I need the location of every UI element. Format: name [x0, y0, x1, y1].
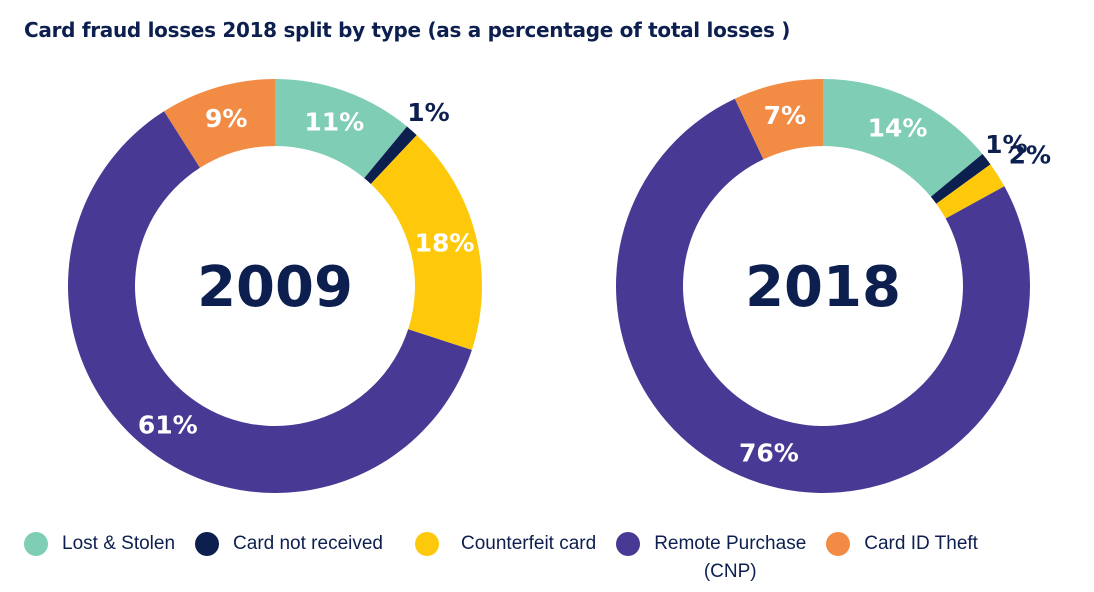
- data-label: 7%: [764, 101, 806, 130]
- data-label: 18%: [415, 228, 475, 257]
- legend-item-counterfeit: Counterfeit card: [415, 532, 596, 586]
- donut-slice: [364, 126, 417, 184]
- legend-swatch: [415, 532, 439, 556]
- center-year-label: 2009: [197, 255, 353, 320]
- legend-label: Lost & Stolen: [62, 533, 176, 554]
- data-label: 14%: [868, 114, 928, 143]
- donut-slice: [275, 79, 407, 179]
- donut-slice: [164, 79, 275, 168]
- legend-swatch: [195, 532, 220, 556]
- legend-item-lost-stolen: Lost & Stolen: [24, 532, 175, 586]
- data-label: 1%: [985, 130, 1027, 159]
- data-label: 9%: [205, 104, 247, 133]
- donut-slice: [616, 98, 1030, 493]
- data-label: 61%: [138, 410, 198, 439]
- legend-label: Card ID Theft: [864, 533, 978, 554]
- legend-swatch: [24, 532, 48, 556]
- data-label: 2%: [1009, 141, 1051, 170]
- legend-label: Card not received: [233, 533, 383, 554]
- legend-item-card-id-theft: Card ID Theft: [826, 532, 978, 586]
- donut-slice: [936, 164, 1005, 219]
- legend-label: Remote Purchase (CNP): [654, 533, 807, 582]
- legend: Lost & Stolen Card not received Counterf…: [24, 532, 998, 586]
- legend-item-remote-purchase: Remote Purchase (CNP): [616, 532, 806, 586]
- legend-swatch: [616, 532, 641, 556]
- donut-slice: [370, 135, 482, 350]
- donut-slice: [930, 154, 991, 204]
- donut-slice: [734, 79, 823, 160]
- legend-item-card-not-received: Card not received: [195, 532, 383, 586]
- donut-slice: [823, 79, 983, 197]
- center-year-label: 2018: [745, 255, 901, 320]
- data-label: 76%: [739, 438, 799, 467]
- data-label: 1%: [407, 98, 449, 127]
- legend-swatch: [826, 532, 851, 556]
- data-label: 11%: [304, 107, 364, 136]
- chart-title: Card fraud losses 2018 split by type (as…: [24, 18, 791, 42]
- legend-label: Counterfeit card: [461, 533, 597, 554]
- donut-slice: [67, 111, 472, 493]
